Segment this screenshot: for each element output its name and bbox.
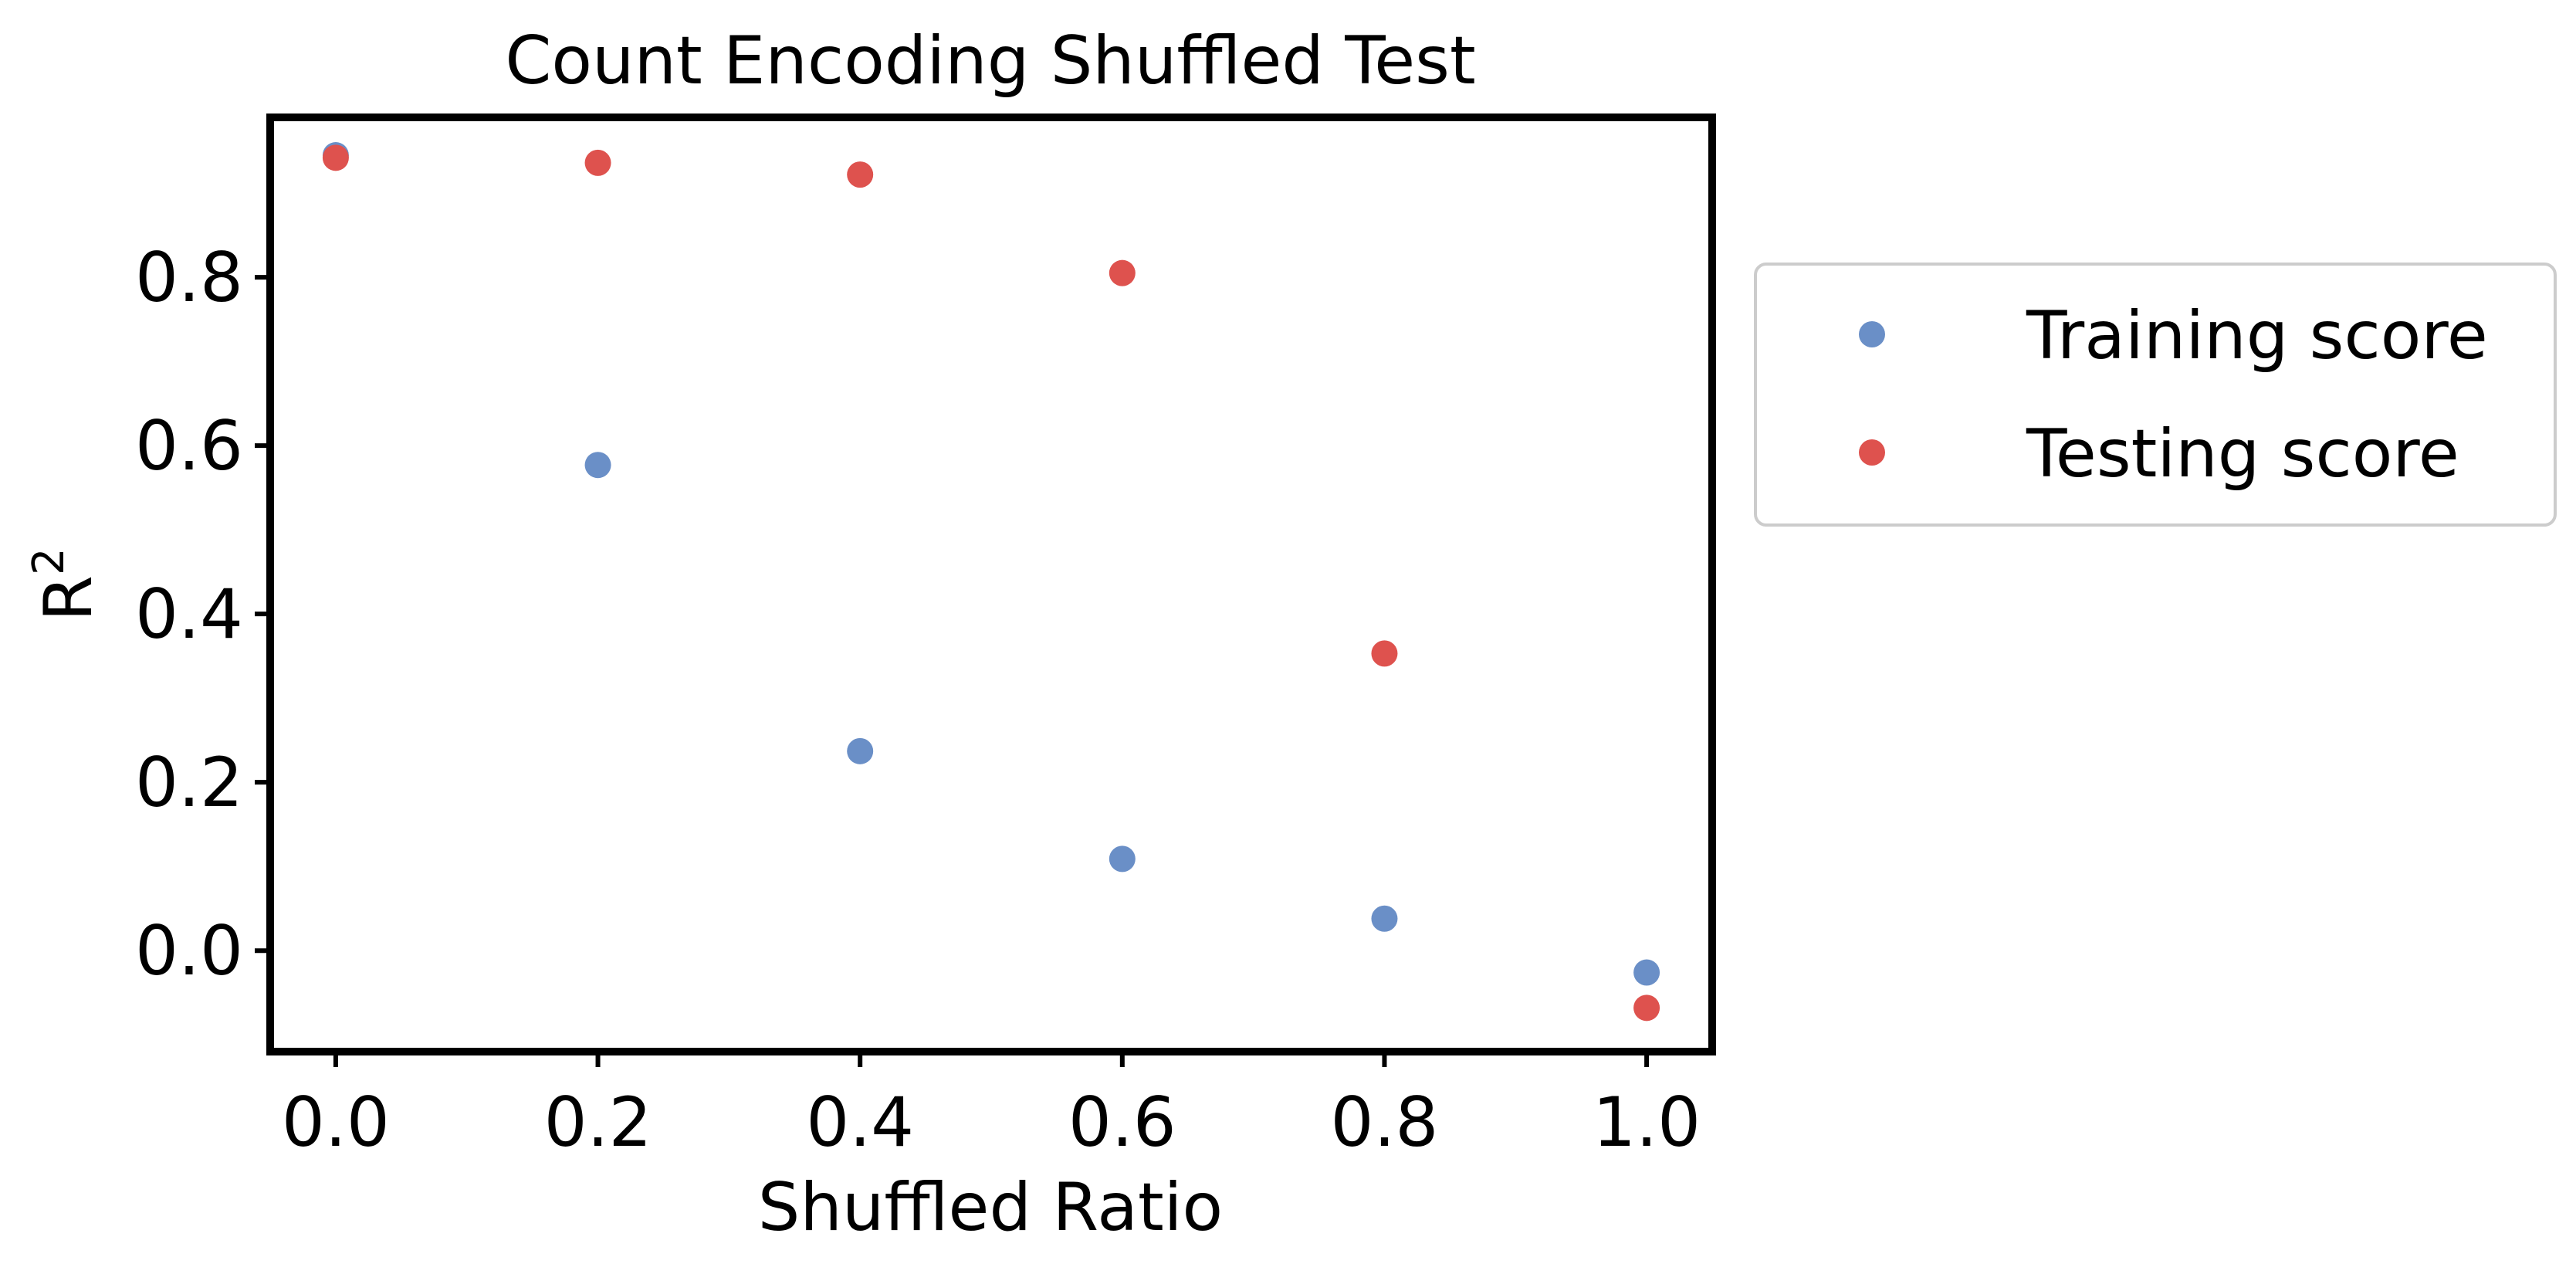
legend-label: Testing score — [2026, 415, 2459, 493]
y-tick-label: 0.0 — [135, 911, 243, 991]
y-tick-label: 0.4 — [135, 574, 243, 654]
x-axis-label: Shuffled Ratio — [758, 1169, 1223, 1246]
y-tick-label: 0.2 — [135, 743, 243, 822]
legend-items: Training score Testing score — [1859, 297, 2488, 493]
legend: Training score Testing score — [1754, 263, 2557, 527]
legend-marker — [1859, 439, 1885, 466]
y-axis-label-base: R — [30, 575, 107, 622]
plot-area: 0.0 0.2 0.4 0.6 0.8 1.0 0.0 0.2 0.4 0.6 0.8 — [135, 114, 1716, 1162]
y-axis-ticks: 0.0 0.2 0.4 0.6 0.8 — [135, 238, 270, 991]
y-axis-label-superscript: 2 — [24, 547, 74, 575]
y-tick-label: 0.8 — [135, 238, 243, 317]
data-point-testing — [1109, 259, 1136, 286]
x-tick-label: 0.8 — [1330, 1083, 1438, 1162]
y-tick-label: 0.6 — [135, 406, 243, 486]
data-point-testing — [1633, 994, 1660, 1022]
chart-title: Count Encoding Shuffled Test — [505, 22, 1475, 100]
y-axis-label-group: R2 — [24, 547, 107, 621]
plot-frame — [266, 114, 1716, 1055]
data-point-testing — [322, 144, 349, 171]
data-point-testing — [1371, 640, 1398, 667]
data-point-testing — [584, 149, 611, 176]
y-axis-label: R2 — [24, 547, 107, 621]
x-tick-label: 0.2 — [544, 1083, 652, 1162]
legend-label: Training score — [2026, 297, 2488, 374]
x-tick-label: 0.4 — [806, 1083, 914, 1162]
x-tick-label: 0.6 — [1068, 1083, 1176, 1162]
data-point-training — [847, 737, 874, 764]
legend-box — [1754, 263, 2557, 527]
legend-marker — [1859, 321, 1885, 347]
x-tick-label: 1.0 — [1593, 1083, 1701, 1162]
data-point-training — [1371, 905, 1398, 932]
x-axis-ticks: 0.0 0.2 0.4 0.6 0.8 1.0 — [282, 1052, 1701, 1162]
data-point-training — [584, 452, 611, 479]
data-point-testing — [847, 161, 874, 188]
data-points — [322, 142, 1660, 1022]
data-point-training — [1633, 959, 1660, 986]
x-tick-label: 0.0 — [282, 1083, 390, 1162]
data-point-training — [1109, 845, 1136, 872]
